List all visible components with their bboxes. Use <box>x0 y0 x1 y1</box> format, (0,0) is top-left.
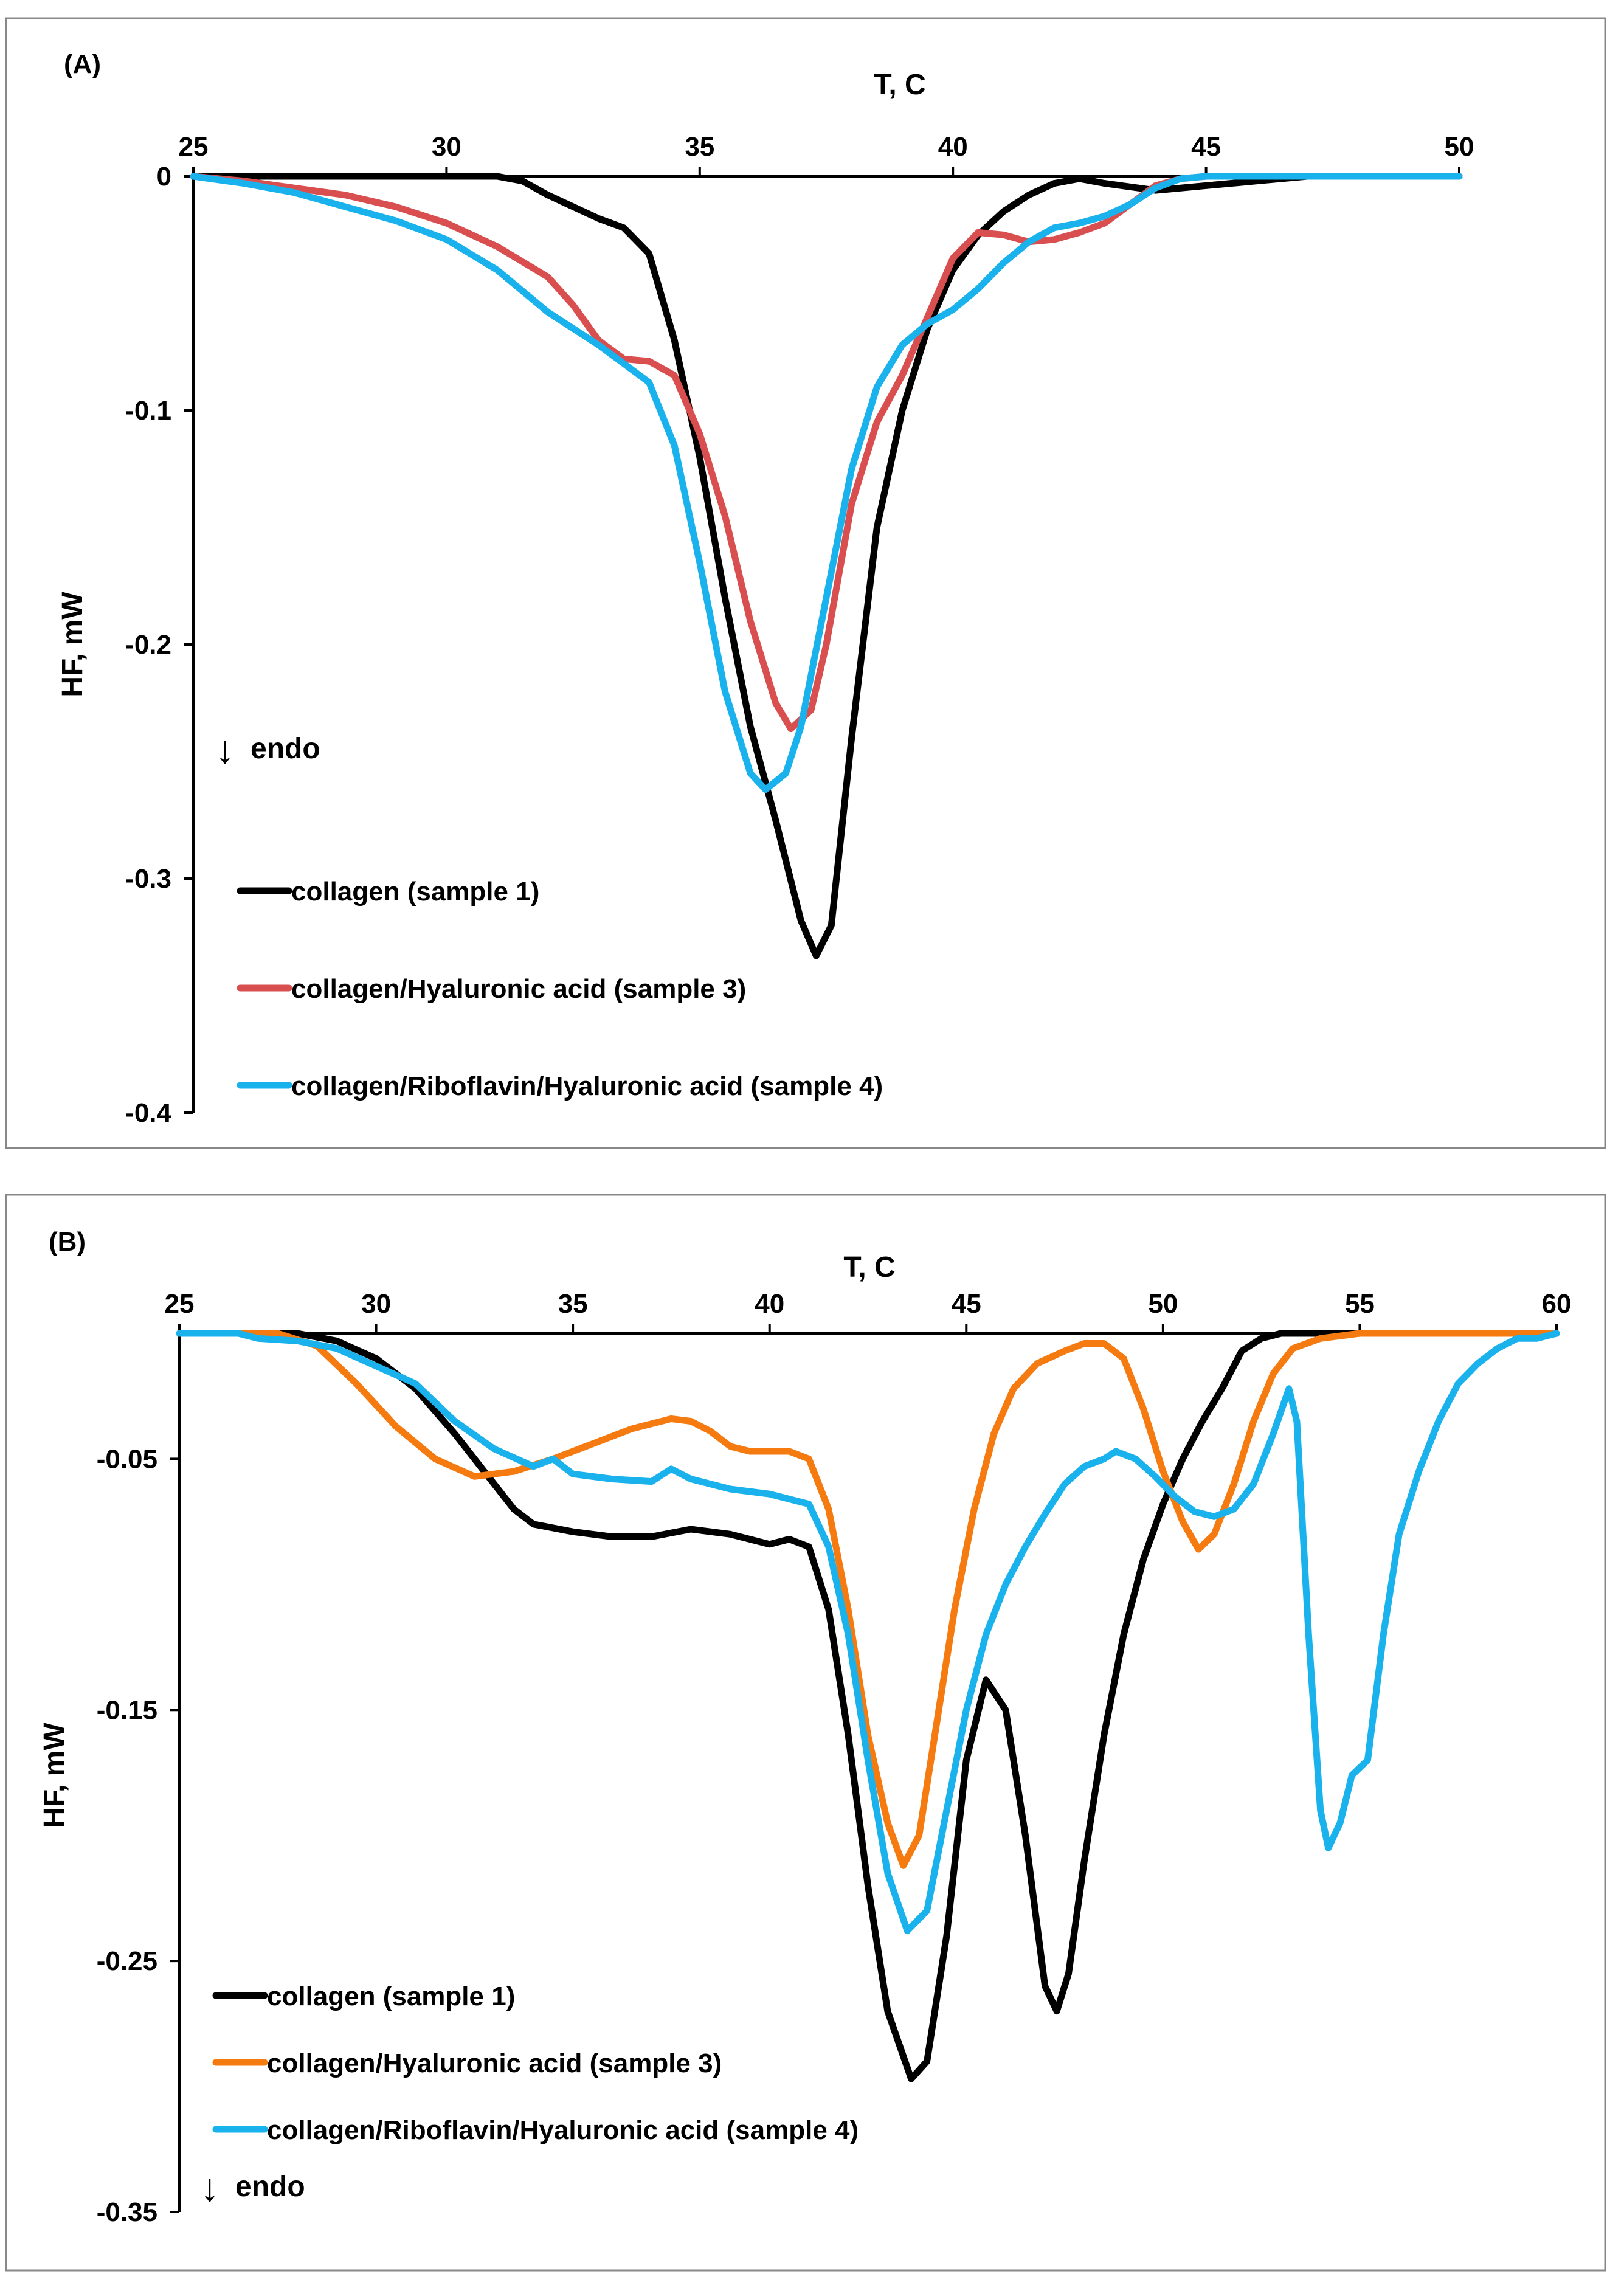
series-line-3 <box>190 173 1463 793</box>
chart-panel-a: (A) 25 30 35 40 45 50 0 -0.1 -0.2 -0.3 -0.4 T, C HF, … <box>5 17 1606 1149</box>
x-tick-label: 30 <box>432 132 461 162</box>
y-axis-label: HF, mW <box>38 1723 71 1828</box>
endo-arrow-icon: ↓ <box>215 728 235 772</box>
x-tick-label: 40 <box>938 132 968 162</box>
series-line-1 <box>190 173 1463 959</box>
legend-label: collagen/Riboflavin/Hyaluronic acid (sam… <box>267 2115 859 2145</box>
x-tick-label: 25 <box>165 1289 195 1319</box>
y-tick-label: -0.2 <box>125 630 171 660</box>
chart-frame <box>5 17 1606 1149</box>
x-tick-label: 45 <box>1191 132 1221 162</box>
legend-label: collagen (sample 1) <box>291 877 539 907</box>
chart-frame <box>5 1194 1606 2272</box>
panel-label: (B) <box>49 1227 86 1257</box>
legend-label: collagen (sample 1) <box>267 1982 515 2011</box>
x-tick-label: 25 <box>179 132 209 162</box>
series-line-3 <box>176 1330 1560 1935</box>
panel-label: (A) <box>64 49 101 79</box>
x-axis-label: T, C <box>874 69 925 101</box>
x-tick-label: 30 <box>361 1289 391 1319</box>
y-axis-label: HF, mW <box>57 592 89 697</box>
y-tick-label: -0.1 <box>125 396 171 426</box>
y-tick-label: -0.3 <box>125 864 171 894</box>
series-line-2 <box>190 173 1463 733</box>
y-tick-label: -0.25 <box>97 1946 157 1976</box>
x-tick-label: 50 <box>1148 1289 1178 1319</box>
endo-annotation: endo <box>235 2171 305 2203</box>
legend-label: collagen/Riboflavin/Hyaluronic acid (sam… <box>291 1071 883 1101</box>
x-tick-label: 40 <box>755 1289 784 1319</box>
series-line-1 <box>176 1330 1560 2082</box>
y-tick-label: -0.15 <box>97 1695 157 1725</box>
chart-panel-b: (B) 25 30 35 40 45 50 55 60 -0.05 -0.15 -0.25 -0.35 T… <box>5 1194 1606 2272</box>
legend-label: collagen/Hyaluronic acid (sample 3) <box>291 974 746 1004</box>
endo-arrow-icon: ↓ <box>200 2166 219 2210</box>
y-tick-label: 0 <box>157 162 171 192</box>
x-tick-label: 35 <box>558 1289 588 1319</box>
legend-label: collagen/Hyaluronic acid (sample 3) <box>267 2048 722 2078</box>
x-tick-label: 35 <box>685 132 714 162</box>
endo-annotation: endo <box>251 733 320 765</box>
x-axis-label: T, C <box>843 1251 895 1284</box>
x-tick-label: 60 <box>1542 1289 1572 1319</box>
x-tick-label: 45 <box>952 1289 981 1319</box>
y-tick-label: -0.05 <box>97 1444 157 1474</box>
x-tick-label: 50 <box>1445 132 1474 162</box>
y-tick-label: -0.4 <box>125 1098 171 1128</box>
y-tick-label: -0.35 <box>97 2197 157 2227</box>
x-tick-label: 55 <box>1345 1289 1375 1319</box>
